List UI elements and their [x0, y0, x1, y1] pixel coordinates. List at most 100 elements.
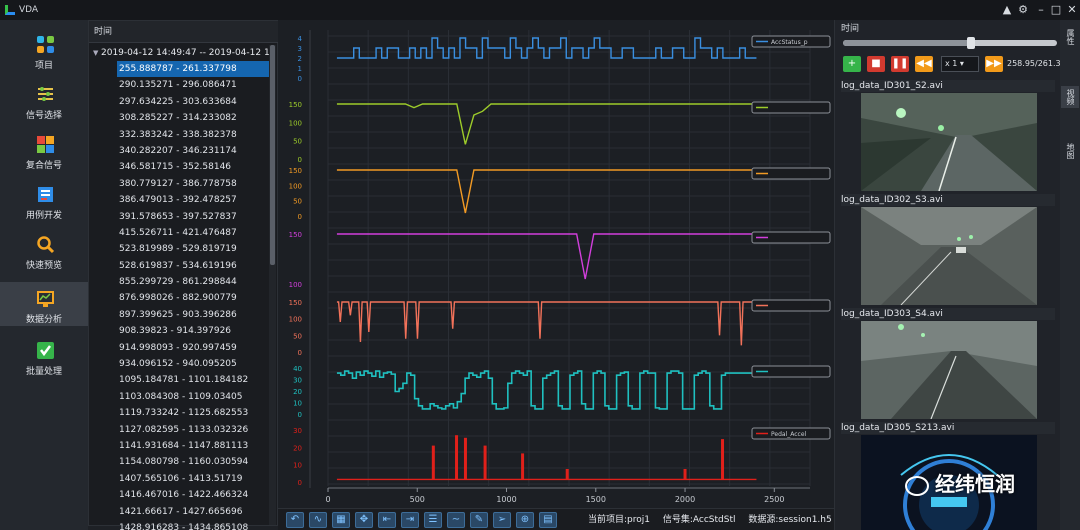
nav-label: 复合信号: [25, 161, 62, 171]
nav-item-preview[interactable]: 快速预览: [0, 228, 88, 272]
stop-button[interactable]: ■: [867, 56, 885, 72]
nav-item-case-dev[interactable]: 用例开发: [0, 178, 88, 222]
legend-box[interactable]: [751, 167, 831, 180]
nav-item-analysis[interactable]: 数据分析: [0, 282, 88, 326]
time-range-item[interactable]: 897.399625 - 903.396286: [119, 309, 237, 320]
zoom-button[interactable]: ⊕: [516, 512, 534, 528]
time-range-item[interactable]: 308.285227 - 314.233082: [119, 113, 237, 124]
signal-lane-1[interactable]: 4 3 2 1 0 AccStatus_p: [298, 35, 831, 83]
dock-tab-properties[interactable]: 属性: [1066, 29, 1075, 45]
list-button[interactable]: ☰: [424, 512, 442, 528]
time-range-item[interactable]: 528.619837 - 534.619196: [119, 260, 237, 271]
signal-lane-3[interactable]: 150 100 50 0: [289, 167, 831, 221]
save-button[interactable]: ▤: [539, 512, 557, 528]
pause-button[interactable]: ❚❚: [891, 56, 909, 72]
time-range-item[interactable]: 1428.916283 - 1434.865108: [119, 522, 249, 530]
time-range-item[interactable]: 415.526711 - 421.476487: [119, 227, 237, 238]
time-range-item[interactable]: 1416.467016 - 1422.466324: [119, 490, 249, 501]
time-range-item[interactable]: 1421.66617 - 1427.665696: [119, 506, 243, 517]
signal-lane-2[interactable]: 150 100 50 0: [289, 101, 831, 164]
time-range-list: 255.888787 - 261.337798 290.135271 - 296.…: [117, 61, 269, 530]
fast-forward-button[interactable]: ▶▶: [985, 56, 1003, 72]
y-tick-label: 30: [293, 427, 302, 435]
step-right-button[interactable]: ⇥: [401, 512, 419, 528]
legend-box[interactable]: [751, 299, 831, 312]
signal-lane-6[interactable]: 40 30 20 10 0: [293, 365, 831, 419]
speed-select[interactable]: x 1 ▾: [941, 56, 979, 72]
time-range-item[interactable]: 297.634225 - 303.633684: [119, 96, 237, 107]
pen-button[interactable]: ✎: [470, 512, 488, 528]
time-range-item[interactable]: 1119.733242 - 1125.682553: [119, 408, 249, 419]
time-range-item[interactable]: 1127.082595 - 1133.032326: [119, 424, 249, 435]
signal-lane-4[interactable]: 150 100: [289, 231, 831, 289]
legend-box[interactable]: [751, 365, 831, 378]
time-range-item[interactable]: 1154.080798 - 1160.030594: [119, 457, 249, 468]
data-source: 数据源:session1.h5: [748, 515, 832, 525]
curve-button[interactable]: ∼: [447, 512, 465, 528]
legend-box[interactable]: AccStatus_p: [751, 35, 831, 48]
scrollbar-thumb[interactable]: [270, 45, 275, 265]
nav-item-batch[interactable]: 批量处理: [0, 334, 88, 378]
shirt-icon[interactable]: ▲: [1002, 3, 1012, 16]
app-title: VDA: [19, 5, 39, 15]
video-frame-3[interactable]: [861, 321, 1037, 419]
time-range-item[interactable]: 908.39823 - 914.397926: [119, 326, 232, 337]
video-name-2: log_data_ID302_S3.avi: [841, 194, 1055, 206]
time-range-item[interactable]: 290.135271 - 296.086471: [119, 80, 237, 91]
time-range-item[interactable]: 1103.084308 - 1109.03405: [119, 391, 243, 402]
video-frame-1[interactable]: [861, 93, 1037, 191]
signal-lane-5[interactable]: 150 100 50 0: [289, 299, 831, 357]
add-button[interactable]: +: [843, 56, 861, 72]
close-icon[interactable]: ✕: [1067, 3, 1077, 16]
time-range-item[interactable]: 346.581715 - 352.58146: [119, 162, 232, 173]
nav-item-signal-select[interactable]: 信号选择: [0, 78, 88, 122]
time-range-item[interactable]: 876.998026 - 882.900779: [119, 293, 237, 304]
time-range-item[interactable]: 340.282207 - 346.231174: [119, 145, 237, 156]
time-range-item[interactable]: 1141.931684 - 1147.881113: [119, 440, 249, 451]
time-range-item[interactable]: 391.578653 - 397.527837: [119, 211, 237, 222]
line-style-button[interactable]: ↶: [286, 512, 304, 528]
rewind-button[interactable]: ◀◀: [915, 56, 933, 72]
signal-line: [336, 370, 757, 410]
time-range-item[interactable]: 914.998093 - 920.997459: [119, 342, 237, 353]
pointer-button[interactable]: ➢: [493, 512, 511, 528]
dock-tab-map[interactable]: 地图: [1066, 143, 1075, 159]
slider-knob[interactable]: [967, 37, 976, 49]
video-frame-4[interactable]: [861, 435, 1037, 530]
step-left-button[interactable]: ⇤: [378, 512, 396, 528]
time-range-item[interactable]: 380.779127 - 386.778758: [119, 178, 237, 189]
time-range-item[interactable]: 855.299729 - 861.298844: [119, 277, 237, 288]
time-range-item[interactable]: 1095.184781 - 1101.184182: [119, 375, 249, 386]
time-range-item[interactable]: 255.888787 - 261.337798: [117, 61, 269, 78]
slider-fill: [843, 40, 972, 46]
current-project: 当前项目:proj1: [588, 515, 650, 525]
time-range-item[interactable]: 934.096152 - 940.095205: [119, 359, 237, 370]
restore-icon[interactable]: □: [1050, 3, 1062, 16]
chevron-down-icon[interactable]: ▼: [93, 49, 99, 57]
grid-button[interactable]: ▦: [332, 512, 350, 528]
tree-root-session[interactable]: ▼ 2019-04-12 14:49:47 -- 2019-04-12 15:: [93, 45, 273, 61]
time-range-item[interactable]: 523.819989 - 529.819719: [119, 244, 237, 255]
legend-box[interactable]: [751, 101, 831, 114]
playback-slider[interactable]: [843, 37, 1057, 49]
move-button[interactable]: ✥: [355, 512, 373, 528]
legend-box[interactable]: [751, 231, 831, 244]
right-dock: 属性 视频 地图: [1060, 20, 1080, 530]
wave-button[interactable]: ∿: [309, 512, 327, 528]
time-range-item[interactable]: 1407.565106 - 1413.51719: [119, 473, 243, 484]
y-tick-label: 100: [289, 316, 302, 324]
video-frame-2[interactable]: [861, 207, 1037, 305]
gear-icon[interactable]: ⚙: [1018, 3, 1028, 16]
y-tick-label: 30: [293, 377, 302, 385]
time-panel-scrollbar[interactable]: [269, 45, 276, 525]
time-range-item[interactable]: 386.479013 - 392.478257: [119, 195, 237, 206]
signal-chart[interactable]: 43210AccStatus_p150100500150100500150100…: [278, 20, 834, 508]
minimize-icon[interactable]: –: [1038, 3, 1044, 16]
case-dev-icon: [38, 187, 53, 202]
time-range-item[interactable]: 332.383242 - 338.382378: [119, 129, 237, 140]
legend-box[interactable]: Pedal_Accel: [751, 427, 831, 440]
nav-item-project[interactable]: 项目: [0, 28, 88, 72]
nav-item-composite-signal[interactable]: 复合信号: [0, 128, 88, 172]
dock-tab-video[interactable]: 视频: [1061, 86, 1079, 108]
nav-label: 数据分析: [25, 315, 62, 325]
